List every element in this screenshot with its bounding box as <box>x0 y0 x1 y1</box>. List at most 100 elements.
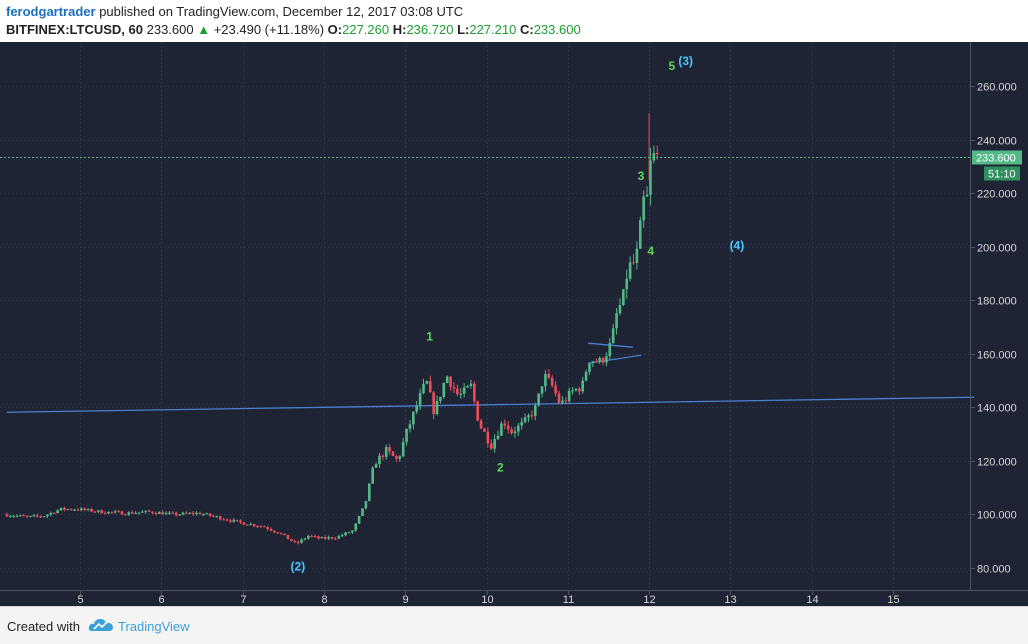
candle-body <box>428 381 432 393</box>
up-arrow-icon: ▲ <box>197 22 211 37</box>
last-price-badge-bg <box>972 150 1022 165</box>
candle-body <box>117 511 120 513</box>
chart-background <box>0 42 1028 606</box>
y-tick-label: 120.000 <box>977 457 1017 469</box>
candle-body <box>188 512 192 514</box>
price-change: +23.490 (+11.18%) <box>210 22 325 37</box>
candle-body <box>66 509 70 511</box>
candle-body <box>32 515 36 517</box>
candle-body <box>310 535 314 537</box>
publish-info: ferodgartrader published on TradingView.… <box>6 4 463 19</box>
wave-label: 5 <box>669 59 676 73</box>
candle-body <box>527 415 530 418</box>
candle-body <box>459 393 463 395</box>
candle-body <box>452 386 456 389</box>
chart-area[interactable]: 1 2 3 4 5 (3) (4) (2) 80.000 100.000 120.000 140.0… <box>0 42 1028 606</box>
candle-body <box>191 512 195 515</box>
candle-body <box>378 455 381 465</box>
candle-body <box>242 522 246 525</box>
candle-body <box>469 383 473 386</box>
candle-body <box>198 512 202 515</box>
candle-body <box>340 535 344 537</box>
candle-body <box>655 152 659 155</box>
candle-body <box>147 510 151 512</box>
candle-body <box>52 512 56 514</box>
candle-body <box>598 358 601 362</box>
candle-body <box>401 441 405 457</box>
wave-annotations: 1 2 3 4 5 (3) (4) (2) <box>291 54 745 574</box>
candle-body <box>246 524 249 526</box>
candle-body <box>395 455 398 459</box>
candle-body <box>232 519 236 522</box>
candle-body <box>124 514 127 516</box>
y-tick-label: 260.000 <box>977 82 1017 94</box>
wave-label: 2 <box>497 461 504 475</box>
candle-body <box>144 510 148 512</box>
low-value: 227.210 <box>469 22 517 37</box>
candle-body <box>638 220 642 249</box>
open-label: O: <box>324 22 343 37</box>
candle-body <box>635 248 639 263</box>
candle-body <box>384 447 388 457</box>
x-tick-label: 14 <box>806 594 818 606</box>
candle-body <box>5 514 9 517</box>
open-value: 227.260 <box>342 22 390 37</box>
price-axis[interactable]: 80.000 100.000 120.000 140.000 160.000 180.00… <box>971 82 1017 576</box>
candle-body <box>588 363 591 372</box>
author-name[interactable]: ferodgartrader <box>6 4 96 19</box>
candle-body <box>591 361 595 364</box>
candle-body <box>601 358 605 363</box>
x-tick-label: 10 <box>481 594 493 606</box>
countdown-badge-label: 51:10 <box>988 169 1016 181</box>
time-axis[interactable]: 5 6 7 8 9 10 11 12 13 14 15 <box>77 591 900 606</box>
candle-body <box>252 524 256 527</box>
candle-body <box>229 520 232 522</box>
candle-body <box>293 541 297 543</box>
candle-body <box>154 512 158 514</box>
candle-body <box>618 305 622 314</box>
candle-body <box>530 415 534 417</box>
candle-body <box>178 514 181 516</box>
candle-body <box>63 507 66 510</box>
candle-body <box>317 536 320 539</box>
candle-body <box>59 507 63 511</box>
candle-body <box>29 515 32 517</box>
symbol-info: BITFINEX:LTCUSD, 60 233.600 ▲ +23.490 (+… <box>6 22 581 37</box>
tradingview-cloud-icon[interactable] <box>88 617 114 633</box>
candle-body <box>12 516 15 518</box>
x-tick-label: 11 <box>563 594 574 606</box>
candle-body <box>215 516 219 518</box>
candle-body <box>347 532 351 534</box>
candle-body <box>80 508 83 511</box>
x-tick-label: 8 <box>321 594 327 606</box>
y-tick-label: 200.000 <box>977 243 1017 255</box>
candle-body <box>388 447 391 452</box>
candle-body <box>486 431 490 444</box>
candle-body <box>235 519 239 521</box>
y-tick-label: 180.000 <box>977 296 1017 308</box>
candle-body <box>262 526 266 528</box>
candle-body <box>381 455 385 457</box>
candle-body <box>323 537 327 539</box>
candle-body <box>510 429 513 434</box>
close-label: C: <box>516 22 534 37</box>
grid <box>0 42 970 590</box>
candle-body <box>412 411 415 425</box>
symbol-label: BITFINEX:LTCUSD, 60 <box>6 22 143 37</box>
tradingview-link[interactable]: TradingView <box>118 619 190 634</box>
x-tick-label: 13 <box>724 594 736 606</box>
candle-body <box>506 425 510 430</box>
candle-body <box>493 439 496 449</box>
long-trendline[interactable] <box>6 396 975 413</box>
candle-body <box>307 535 310 539</box>
candle-body <box>90 508 93 512</box>
candle-body <box>540 386 544 394</box>
candle-body <box>39 516 43 518</box>
candle-body <box>456 388 459 395</box>
candle-body <box>120 511 124 515</box>
candle-body <box>151 511 154 513</box>
candle-body <box>73 509 76 511</box>
wave-label: 4 <box>647 244 654 258</box>
candle-body <box>391 451 395 456</box>
